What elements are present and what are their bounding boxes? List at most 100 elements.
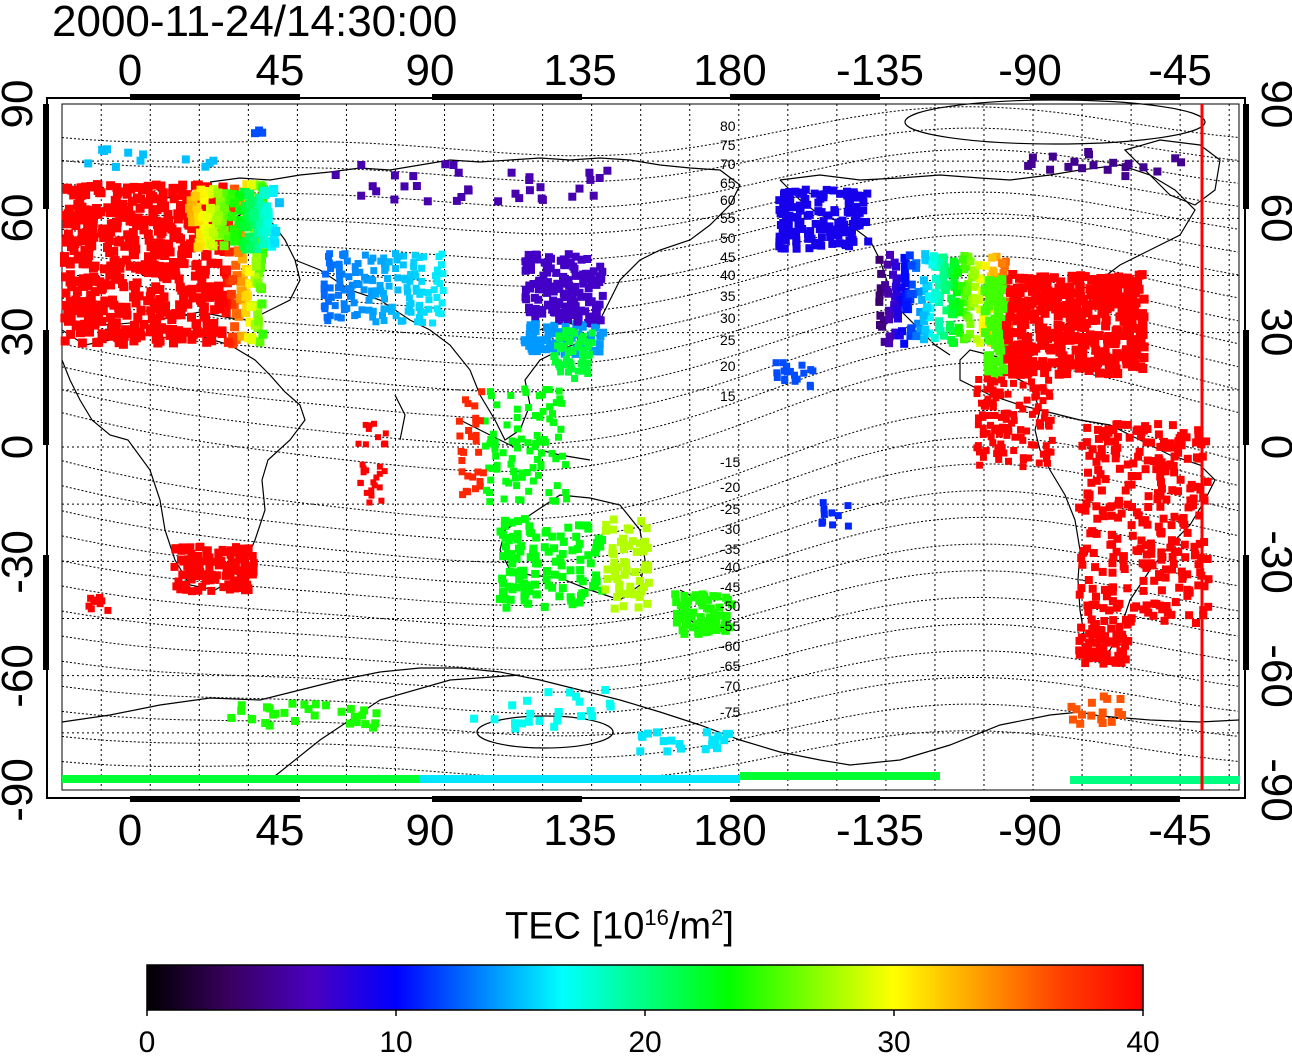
tec-cell — [187, 312, 196, 322]
tec-cell — [1098, 506, 1107, 515]
tec-cell — [1040, 308, 1050, 318]
tec-cell — [100, 264, 109, 274]
tec-cell — [1147, 438, 1155, 447]
tec-cell — [135, 221, 145, 230]
tec-cell — [1137, 319, 1147, 328]
tec-cell — [942, 306, 951, 315]
tec-cell — [109, 246, 119, 256]
tec-cell — [219, 202, 229, 212]
tec-cell — [145, 327, 155, 337]
tec-cell — [544, 688, 553, 697]
tec-cell — [543, 288, 552, 297]
tec-cell — [592, 571, 601, 580]
tec-cell — [1082, 362, 1092, 372]
tec-cell — [551, 557, 560, 566]
tec-cell — [976, 305, 985, 314]
tec-cell — [930, 334, 939, 342]
contour-label: -30 — [720, 521, 740, 537]
tec-cell — [1072, 705, 1081, 714]
tec-cell — [999, 269, 1008, 277]
tec-cell — [1138, 518, 1147, 527]
tec-cell — [1111, 639, 1120, 648]
tec-cell — [992, 332, 1002, 342]
tec-cell — [594, 347, 603, 356]
tec-cell — [974, 421, 982, 429]
tec-cell — [585, 298, 593, 307]
tec-cell — [1163, 443, 1171, 452]
tec-cell — [893, 305, 902, 314]
tec-cell — [1174, 547, 1183, 556]
tec-cell — [1097, 445, 1106, 454]
tec-cell — [310, 711, 319, 720]
tec-cell — [66, 215, 76, 225]
tec-cell — [677, 744, 685, 753]
right-axis-tick: 0 — [1252, 435, 1292, 459]
tec-cell — [91, 204, 101, 213]
tec-cell — [1139, 163, 1148, 172]
tec-cell — [576, 574, 585, 583]
tec-cell — [545, 253, 553, 262]
tec-cell — [622, 589, 631, 598]
contour-label: -25 — [720, 501, 740, 517]
tec-cell — [592, 280, 601, 289]
tec-cell — [244, 544, 253, 553]
tec-cell — [589, 191, 598, 200]
tec-cell — [226, 550, 235, 559]
tec-cell — [1017, 330, 1027, 340]
tec-cell — [1174, 487, 1182, 496]
tec-cell — [1053, 321, 1063, 330]
tec-cell — [124, 148, 133, 157]
tec-cell — [213, 211, 223, 221]
tec-cell — [1003, 431, 1011, 439]
tec-cell — [83, 281, 93, 291]
tec-cell — [897, 283, 906, 292]
tec-cell — [351, 312, 359, 320]
tec-cell — [170, 562, 179, 571]
bottom-axis-tick: -135 — [836, 806, 924, 855]
tec-cell — [501, 542, 510, 551]
tec-cell — [782, 213, 791, 222]
tec-cell — [340, 286, 348, 294]
tec-cell — [1053, 341, 1063, 350]
tec-cell — [1092, 592, 1100, 601]
tec-cell — [536, 413, 544, 421]
tec-cell — [368, 287, 376, 295]
tec-cell — [945, 323, 954, 332]
tec-cell — [494, 197, 503, 206]
tec-cell — [201, 162, 210, 171]
tec-cell — [698, 601, 707, 610]
tec-cell — [1015, 401, 1023, 409]
tec-cell — [1069, 299, 1079, 309]
tec-cell — [173, 233, 183, 243]
tec-cell — [81, 205, 91, 215]
tec-cell — [974, 385, 982, 393]
tec-cell — [877, 322, 886, 331]
tec-cell — [538, 449, 545, 457]
tec-cell — [521, 266, 530, 275]
tec-cell — [165, 309, 175, 319]
tec-cell — [111, 318, 121, 328]
tec-cell — [81, 190, 91, 200]
tec-cell — [1159, 437, 1168, 446]
tec-cell — [1129, 459, 1138, 468]
tec-cell — [1181, 553, 1190, 562]
tec-cell — [1154, 489, 1162, 498]
tec-cell — [210, 305, 220, 315]
tec-cell — [100, 279, 110, 289]
tec-cell — [673, 613, 682, 622]
tec-cell — [529, 544, 538, 553]
tec-cell — [89, 320, 99, 330]
tec-cell — [75, 197, 85, 207]
tec-cell — [1017, 303, 1027, 313]
tec-cell — [1084, 576, 1093, 584]
tec-cell — [529, 280, 538, 288]
tec-cell — [983, 375, 991, 383]
tec-cell — [855, 208, 864, 217]
tec-cell — [987, 421, 994, 429]
tec-cell — [727, 600, 736, 609]
contour-line — [61, 570, 1239, 650]
tec-cell — [1192, 619, 1200, 627]
tec-cell — [954, 268, 962, 277]
tec-cell — [809, 367, 817, 375]
tec-cell — [1101, 292, 1111, 302]
